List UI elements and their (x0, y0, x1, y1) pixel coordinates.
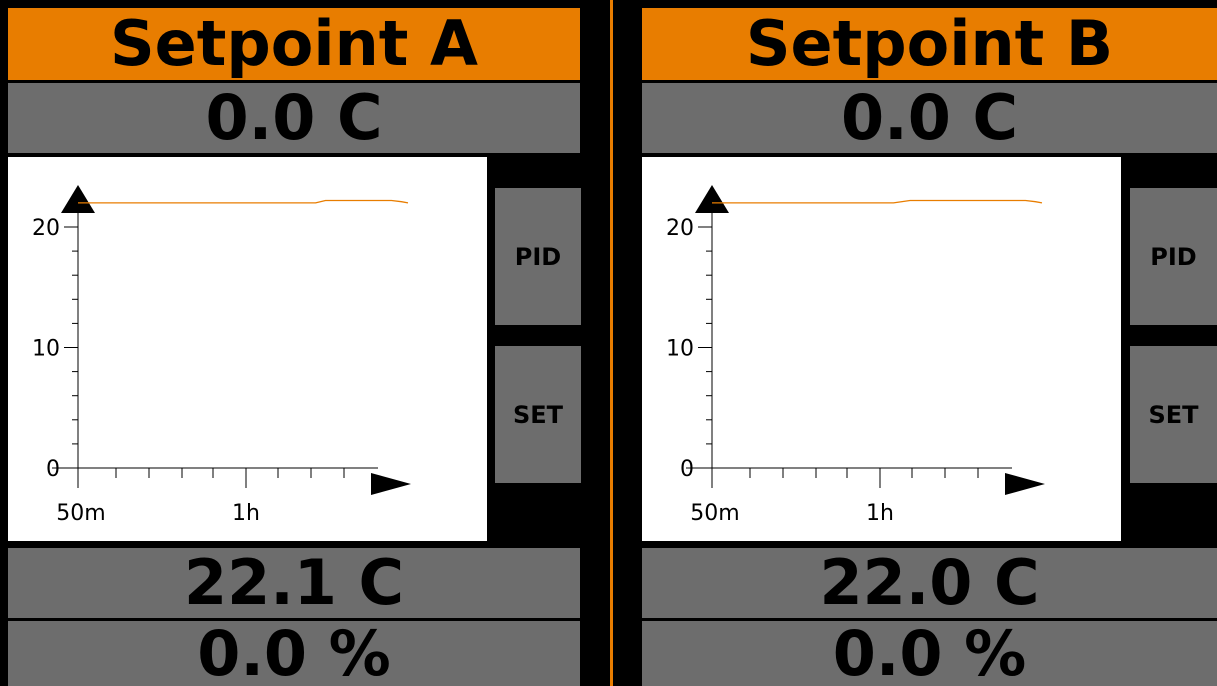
x-tick-label: 50m (690, 501, 739, 526)
temperature-series-line (78, 199, 409, 204)
panel-title: Setpoint B (642, 8, 1217, 80)
y-tick-label: 0 (680, 457, 694, 482)
temperature-chart-svg: 0 10 20 50m 1h (32, 185, 411, 526)
pid-button[interactable]: PID (1130, 188, 1217, 325)
y-axis-arrow (695, 185, 729, 213)
output-percent: 0.0 % (642, 621, 1217, 686)
x-axis-arrow (371, 473, 411, 495)
y-tick-label: 10 (32, 337, 60, 362)
y-tick-label: 20 (32, 216, 60, 241)
set-button[interactable]: SET (495, 346, 581, 483)
y-axis-arrow (61, 185, 95, 213)
setpoint-value[interactable]: 0.0 C (642, 83, 1217, 153)
current-temperature: 22.0 C (642, 548, 1217, 618)
current-temperature: 22.1 C (8, 548, 580, 618)
temperature-chart: 0 10 20 50m 1h (8, 157, 487, 541)
y-tick-label: 20 (666, 216, 694, 241)
y-tick-label: 10 (666, 337, 694, 362)
panel-divider (610, 0, 613, 686)
setpoint-b-panel: Setpoint B 0.0 C 0 10 20 50m 1h PID SET 22.0… (640, 0, 1217, 686)
x-tick-label: 50m (56, 501, 105, 526)
x-tick-label: 1h (866, 501, 894, 526)
setpoint-value[interactable]: 0.0 C (8, 83, 580, 153)
temperature-series-line (712, 199, 1043, 204)
panel-title: Setpoint A (8, 8, 580, 80)
x-tick-label: 1h (232, 501, 260, 526)
x-axis-arrow (1005, 473, 1045, 495)
y-tick-label: 0 (46, 457, 60, 482)
temperature-chart-svg: 0 10 20 50m 1h (666, 185, 1045, 526)
temperature-chart: 0 10 20 50m 1h (642, 157, 1121, 541)
pid-button[interactable]: PID (495, 188, 581, 325)
output-percent: 0.0 % (8, 621, 580, 686)
set-button[interactable]: SET (1130, 346, 1217, 483)
setpoint-a-panel: Setpoint A 0.0 C 0 10 20 50m 1h PID SET 22.1… (0, 0, 600, 686)
